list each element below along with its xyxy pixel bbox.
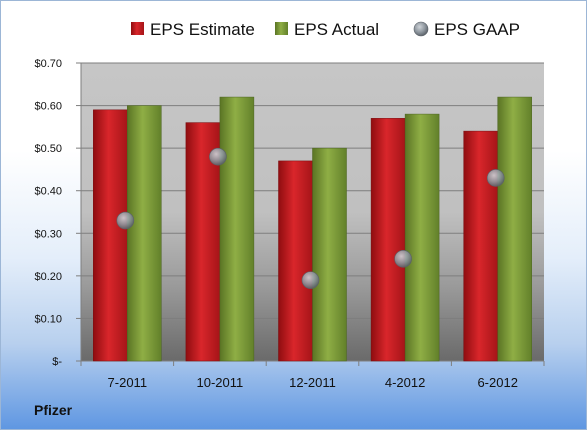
x-tick-label: 6-2012	[477, 375, 517, 390]
eps-gaap-marker	[209, 147, 227, 166]
legend-actual-swatch	[275, 22, 288, 35]
legend-label: EPS Estimate	[150, 20, 255, 39]
eps-gaap-marker	[486, 169, 505, 187]
legend-estimate-swatch	[131, 22, 144, 35]
y-tick-label: $0.20	[34, 271, 62, 283]
x-tick-label: 4-2012	[385, 375, 425, 390]
x-tick-label: 10-2011	[197, 375, 244, 390]
eps-gaap-marker	[116, 211, 135, 230]
eps-estimate-bar	[93, 109, 128, 362]
eps-estimate-bar	[463, 130, 498, 362]
y-tick-label: $0.50	[34, 143, 62, 155]
legend-label: EPS Actual	[294, 20, 379, 39]
y-tick-label: $0.70	[34, 58, 62, 70]
y-tick-label: $-	[52, 356, 62, 368]
eps-gaap-marker	[301, 271, 320, 289]
legend-label: EPS GAAP	[434, 20, 520, 39]
company-name: Pfizer	[34, 402, 73, 418]
eps-actual-bar	[404, 113, 440, 362]
x-tick-label: 12-2011	[289, 375, 336, 390]
eps-estimate-bar	[370, 118, 406, 362]
eps-gaap-marker	[394, 250, 412, 268]
eps-estimate-bar	[278, 160, 313, 362]
eps-actual-bar	[219, 96, 255, 362]
eps-actual-bar	[127, 105, 162, 362]
legend-gaap-marker	[413, 21, 429, 37]
y-tick-label: $0.40	[34, 186, 62, 198]
eps-actual-bar	[312, 147, 347, 362]
y-tick-label: $0.60	[34, 101, 62, 113]
y-tick-label: $0.10	[34, 313, 62, 325]
y-tick-label: $0.30	[34, 228, 62, 240]
eps-actual-bar	[497, 96, 532, 362]
x-tick-label: 7-2011	[108, 375, 148, 390]
